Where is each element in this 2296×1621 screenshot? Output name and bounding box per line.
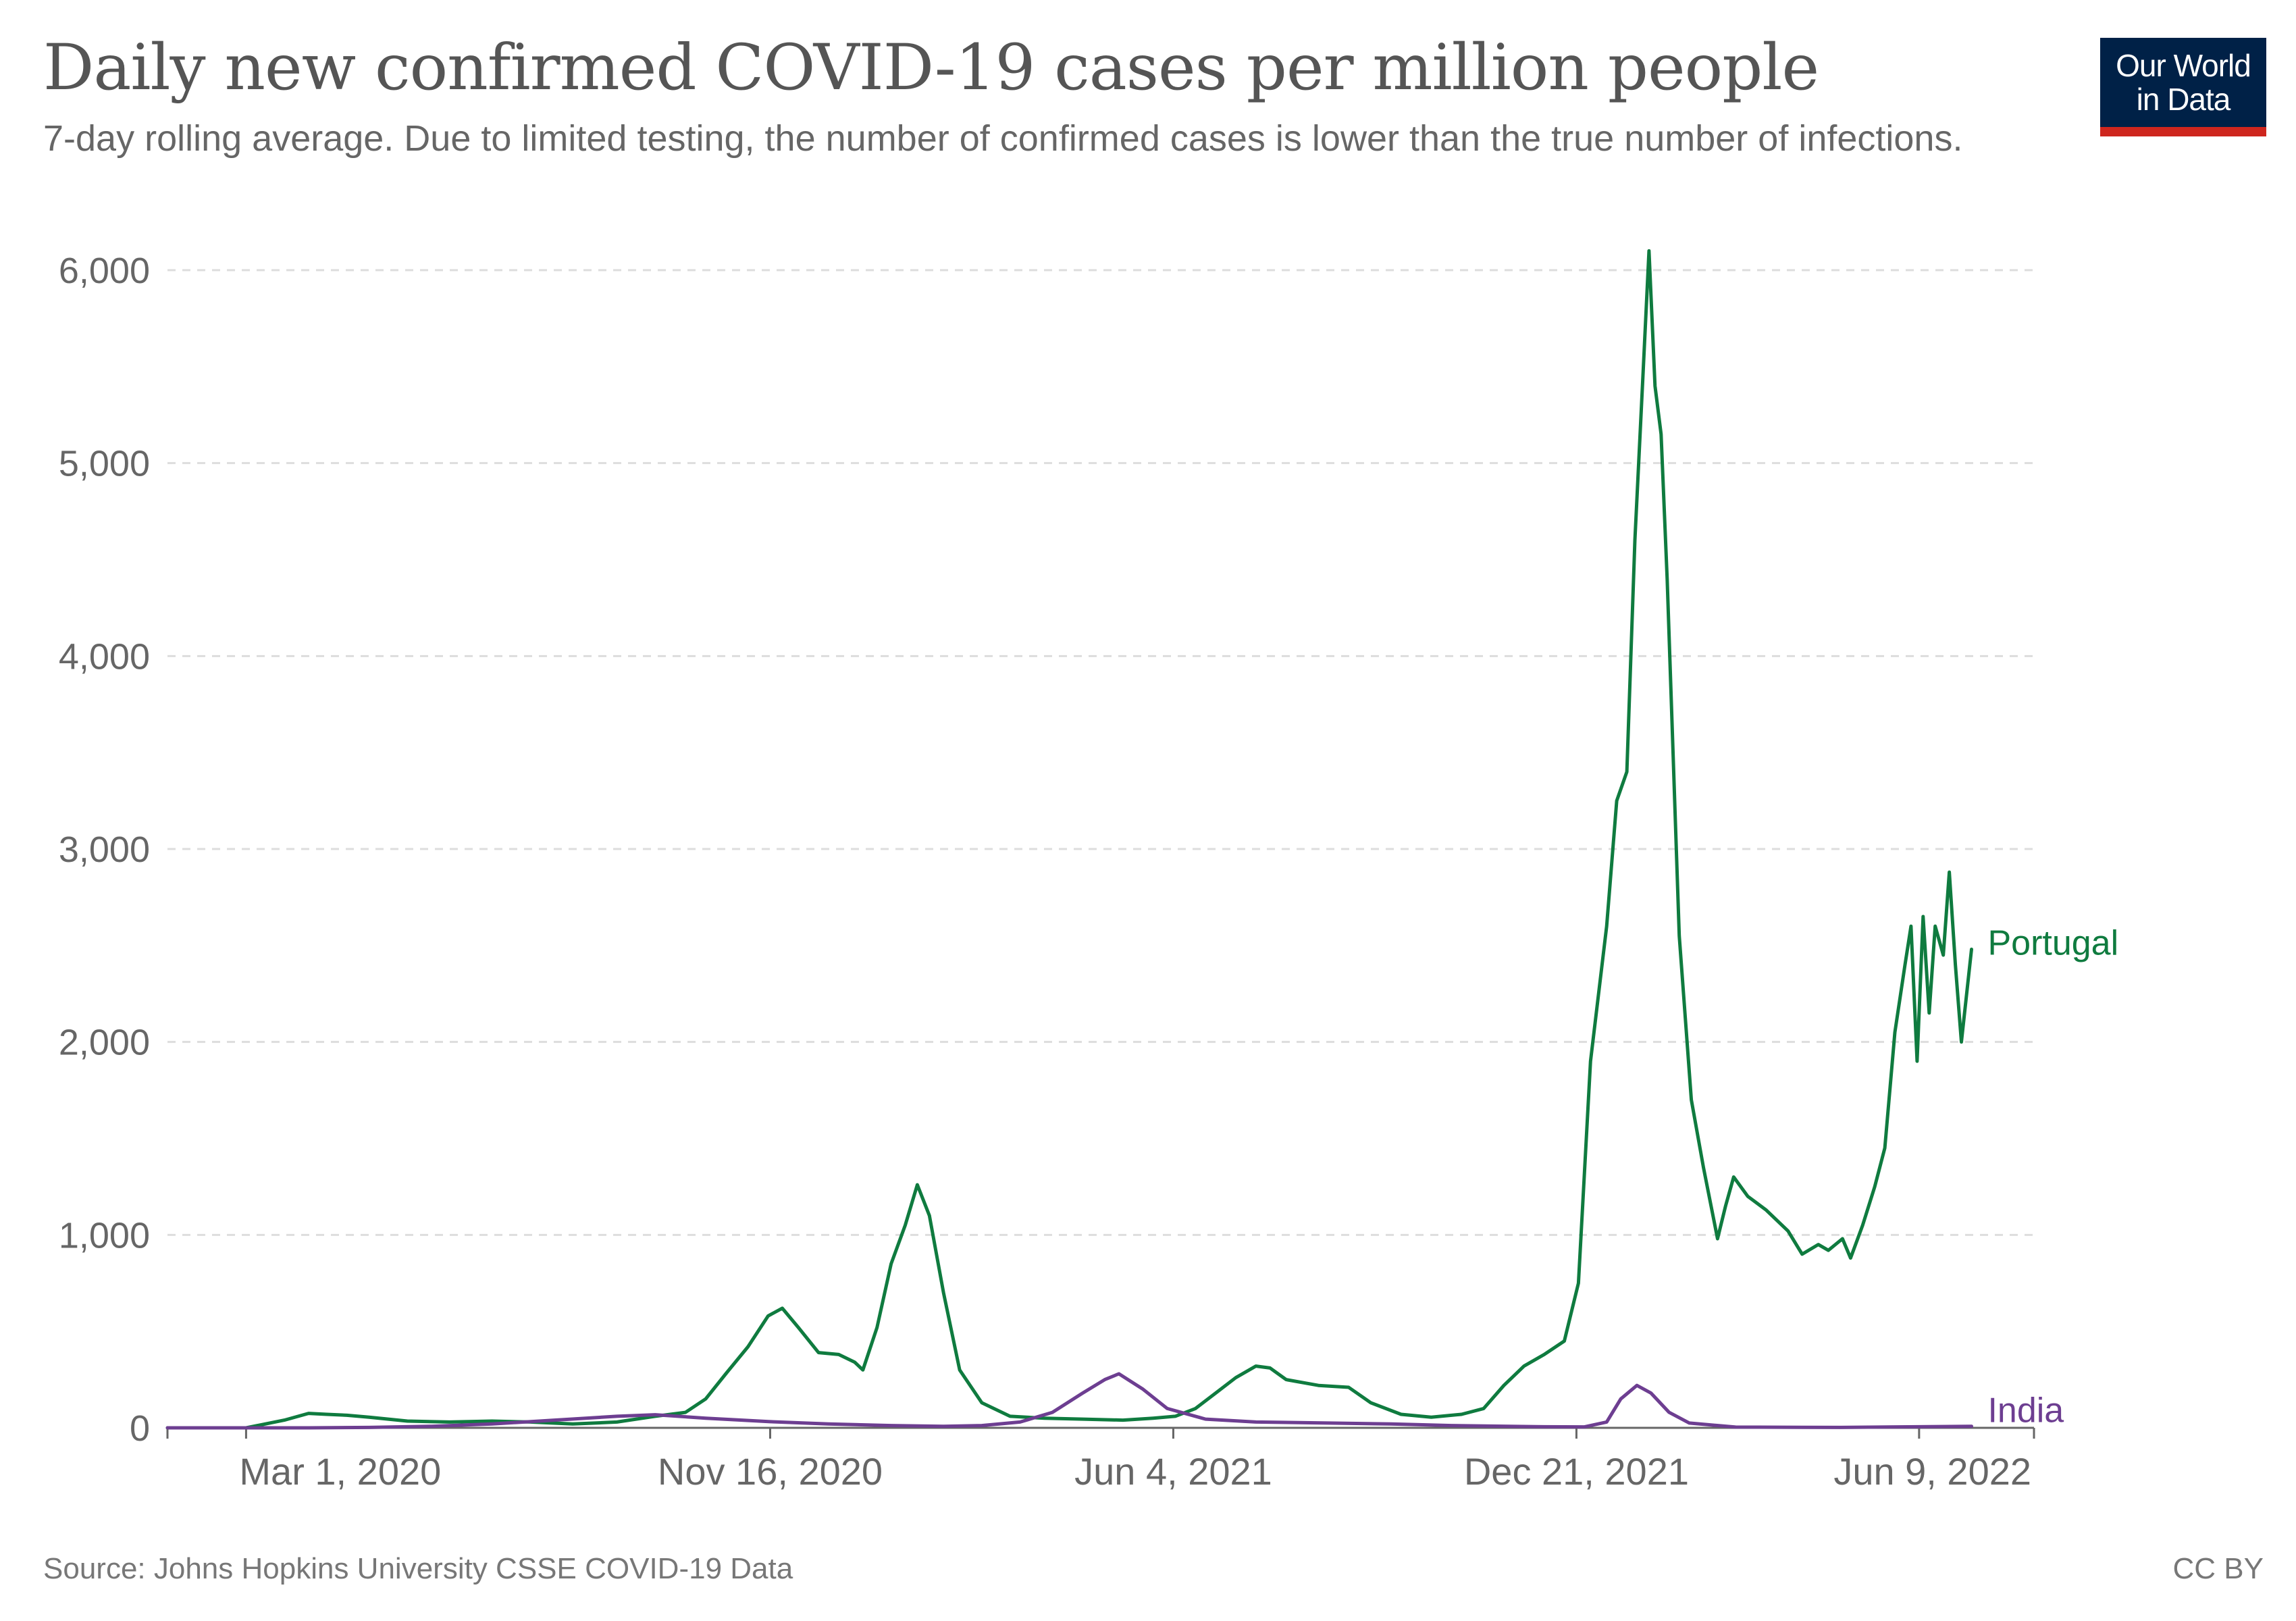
x-tick-label: Dec 21, 2021 xyxy=(1464,1450,1689,1493)
india-label: India xyxy=(1987,1391,2064,1431)
y-tick-label: 6,000 xyxy=(59,251,150,291)
india-line xyxy=(165,1372,1973,1430)
x-tick-label: Nov 16, 2020 xyxy=(658,1450,883,1493)
chart-title: Daily new confirmed COVID-19 cases per m… xyxy=(43,31,1819,105)
y-tick-label: 1,000 xyxy=(59,1215,150,1256)
gridlines xyxy=(167,269,2034,1236)
y-tick-label: 3,000 xyxy=(59,829,150,870)
series-labels: Portugal India xyxy=(1987,924,2118,1431)
y-tick-label: 5,000 xyxy=(59,444,150,484)
y-tick-label: 2,000 xyxy=(59,1023,150,1063)
series-lines xyxy=(165,249,1973,1430)
portugal-label: Portugal xyxy=(1987,924,2118,963)
axes: 0 1,000 2,000 3,000 4,000 5,000 6,000 Mar 1, 20… xyxy=(59,251,2035,1493)
logo-line-1: Our World xyxy=(2116,48,2251,83)
y-tick-label: 0 xyxy=(130,1408,150,1449)
logo-line-2: in Data xyxy=(2136,82,2231,117)
portugal-line xyxy=(165,249,1973,1430)
owid-logo[interactable]: Our World in Data xyxy=(2100,38,2266,136)
license-note[interactable]: CC BY xyxy=(2172,1552,2264,1585)
x-tick-label: Mar 1, 2020 xyxy=(239,1450,441,1493)
y-tick-label: 4,000 xyxy=(59,636,150,677)
x-tick-label: Jun 4, 2021 xyxy=(1074,1450,1272,1493)
source-note[interactable]: Source: Johns Hopkins University CSSE CO… xyxy=(43,1552,793,1585)
chart-subtitle: 7-day rolling average. Due to limited te… xyxy=(43,118,1963,159)
x-tick-label: Jun 9, 2022 xyxy=(1833,1450,2031,1493)
